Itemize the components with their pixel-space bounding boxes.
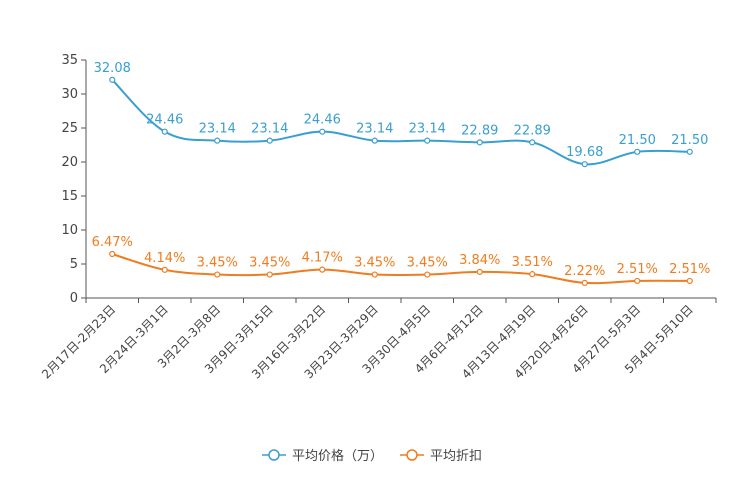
data-point[interactable] [529,139,536,146]
data-point[interactable] [686,277,693,285]
series-avg-price: 32.08 24.46 23.14 23.14 24.46 23.14 23.14 22.89… [94,61,708,168]
data-label: 23.14 [356,122,393,137]
axes: 051015202530352月17日-2月23日2月24日-3月1日3月2日-… [39,53,717,382]
data-point[interactable] [581,279,588,287]
data-label: 24.46 [304,113,341,128]
data-label: 3.45% [354,256,395,271]
y-tick-label: 5 [70,257,78,272]
data-point[interactable] [161,266,168,273]
data-label: 32.08 [94,61,131,76]
data-label: 23.14 [199,122,236,137]
data-point[interactable] [371,137,378,144]
y-tick-label: 15 [61,189,78,204]
data-label: 4.17% [302,251,343,266]
y-tick-label: 30 [61,87,78,102]
data-label: 21.50 [671,133,708,148]
data-label: 3.45% [407,256,448,271]
data-label: 4.14% [144,251,185,266]
legend-marker-icon [268,449,280,461]
data-point[interactable] [161,128,168,135]
data-label: 21.50 [619,133,656,148]
data-point[interactable] [371,271,378,278]
data-label: 22.89 [514,123,551,138]
data-point[interactable] [319,266,326,273]
data-point[interactable] [214,271,221,278]
legend-label: 平均折扣 [430,449,482,464]
data-label: 23.14 [409,122,446,137]
data-point[interactable] [686,148,693,155]
data-label: 22.89 [461,123,498,138]
data-point[interactable] [266,137,273,144]
series-line [111,79,690,166]
data-point[interactable] [476,139,483,146]
data-label: 3.45% [197,256,238,271]
data-point[interactable] [634,148,641,155]
data-label: 2.22% [564,264,605,279]
data-label: 2.51% [669,262,710,277]
data-point[interactable] [214,137,221,144]
data-label: 19.68 [566,145,603,160]
y-tick-label: 35 [61,53,78,68]
series-layer: 32.08 24.46 23.14 23.14 24.46 23.14 23.14 22.89… [92,61,710,287]
legend[interactable]: 平均价格（万） 平均折扣 [262,448,482,464]
data-point[interactable] [581,161,588,168]
data-point[interactable] [319,128,326,135]
data-point[interactable] [424,271,431,278]
data-point[interactable] [424,137,431,144]
y-tick-label: 0 [70,291,78,306]
data-point[interactable] [109,250,116,258]
series-avg-discount: 6.47% 4.14% 3.45% 3.45% 4.17% 3.45% 3.45% 3.84%… [92,235,710,287]
y-tick-label: 20 [61,155,78,170]
data-point[interactable] [529,271,536,278]
data-point[interactable] [266,271,273,278]
y-tick-label: 25 [61,121,78,136]
y-tick-label: 10 [61,223,78,238]
data-point[interactable] [634,277,641,285]
data-point[interactable] [476,268,483,275]
data-label: 6.47% [92,235,133,250]
data-label: 23.14 [251,122,288,137]
legend-item-avg-price[interactable]: 平均价格（万） [262,448,383,464]
data-label: 3.84% [459,253,500,268]
data-label: 3.45% [249,256,290,271]
data-label: 24.46 [146,113,183,128]
series-line [111,253,690,285]
legend-label: 平均价格（万） [292,448,383,464]
data-label: 2.51% [617,262,658,277]
data-label: 3.51% [512,255,553,270]
legend-marker-icon [406,449,418,461]
data-point[interactable] [109,76,116,83]
legend-item-avg-discount[interactable]: 平均折扣 [400,449,482,464]
